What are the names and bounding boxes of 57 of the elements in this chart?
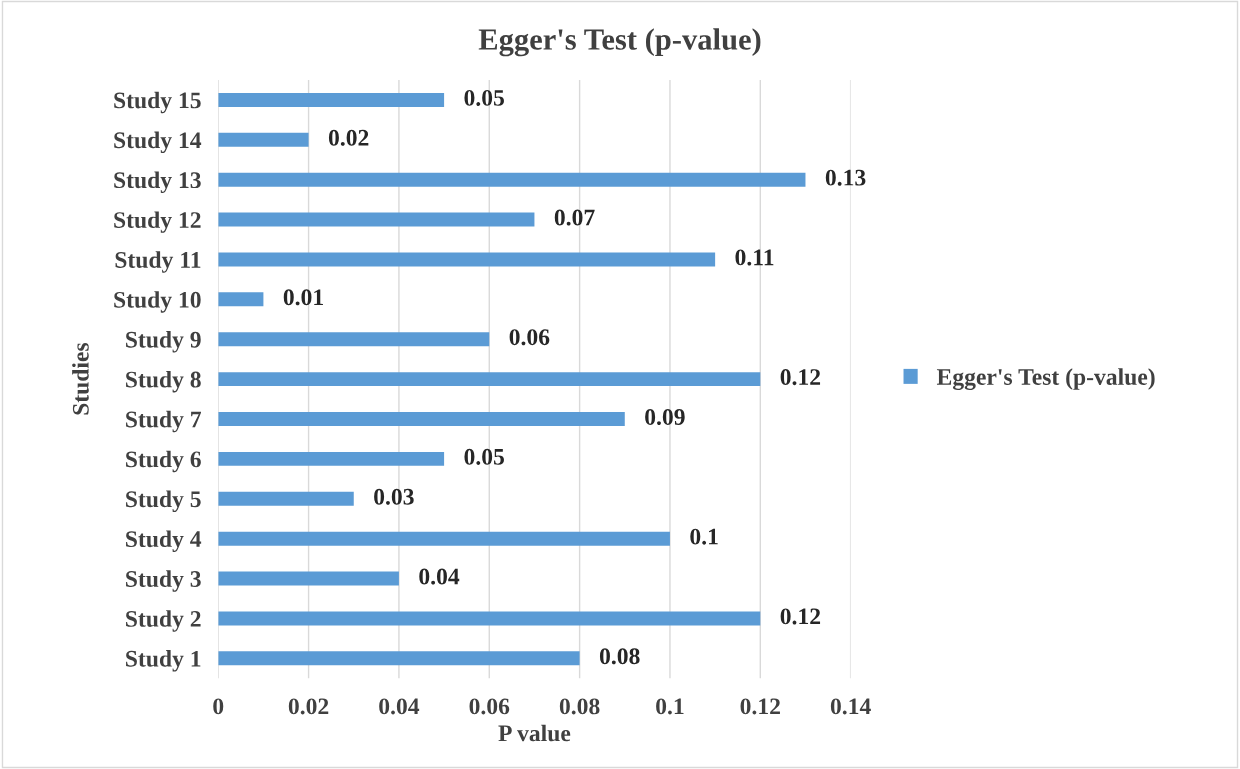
bar bbox=[218, 172, 806, 187]
y-tick-label: Study 11 bbox=[115, 251, 201, 273]
bar bbox=[218, 491, 354, 506]
data-label: 0.09 bbox=[645, 408, 685, 426]
bar bbox=[218, 451, 445, 466]
bar bbox=[218, 571, 399, 586]
y-tick-label: Study 3 bbox=[126, 570, 201, 592]
x-tick-label: 0.04 bbox=[379, 698, 420, 715]
bar bbox=[218, 92, 445, 107]
data-label: 0.13 bbox=[825, 169, 866, 186]
chart-title: Egger's Test (p-value) bbox=[478, 28, 761, 57]
data-label: 0.12 bbox=[780, 369, 821, 386]
bar bbox=[218, 412, 625, 426]
data-label: 0.08 bbox=[599, 648, 640, 665]
x-tick-label: 0.1 bbox=[656, 698, 684, 715]
data-label: 0.01 bbox=[283, 289, 323, 306]
x-tick-label: 0.02 bbox=[288, 698, 329, 715]
legend-label: Egger's Test (p-value) bbox=[936, 368, 1155, 390]
x-tick-label: 0.06 bbox=[469, 698, 510, 715]
y-tick-label: Study 2 bbox=[126, 610, 201, 632]
bar bbox=[218, 292, 264, 307]
y-tick-label: Study 7 bbox=[126, 410, 201, 433]
x-axis-title: P value bbox=[498, 724, 571, 742]
y-tick-label: Study 6 bbox=[126, 450, 201, 473]
bar bbox=[218, 372, 761, 387]
bar bbox=[218, 611, 761, 626]
y-tick-label: Study 14 bbox=[114, 131, 202, 154]
bar bbox=[218, 252, 716, 267]
data-label: 0.04 bbox=[419, 568, 460, 585]
data-label: 0.06 bbox=[509, 329, 550, 346]
data-label: 0.05 bbox=[464, 448, 504, 465]
data-label: 0.12 bbox=[780, 608, 821, 625]
bar bbox=[218, 212, 535, 227]
bar bbox=[218, 332, 490, 347]
y-tick-label: Study 9 bbox=[126, 331, 201, 353]
y-tick-label: Study 1 bbox=[126, 650, 201, 672]
y-tick-label: Study 12 bbox=[114, 211, 201, 233]
bar bbox=[218, 132, 309, 147]
y-tick-label: Study 8 bbox=[126, 370, 201, 393]
y-tick-label: Study 5 bbox=[126, 490, 201, 513]
y-tick-label: Study 15 bbox=[114, 91, 201, 114]
y-tick-label: Study 4 bbox=[126, 530, 202, 552]
y-tick-label: Study 13 bbox=[114, 171, 201, 193]
data-label: 0.05 bbox=[464, 89, 504, 106]
bar bbox=[218, 531, 670, 546]
x-tick-label: 0 bbox=[213, 698, 224, 715]
data-label: 0.03 bbox=[374, 488, 414, 505]
y-tick-label: Study 10 bbox=[114, 291, 201, 313]
data-label: 0.02 bbox=[328, 129, 369, 146]
bar bbox=[218, 651, 580, 666]
x-tick-label: 0.08 bbox=[559, 698, 600, 715]
x-tick-label: 0.14 bbox=[830, 698, 871, 715]
data-label: 0.1 bbox=[690, 528, 718, 545]
data-label: 0.07 bbox=[554, 209, 595, 226]
x-tick-label: 0.12 bbox=[740, 698, 780, 715]
y-axis-title: Studies bbox=[72, 342, 89, 415]
data-label: 0.11 bbox=[735, 249, 774, 266]
